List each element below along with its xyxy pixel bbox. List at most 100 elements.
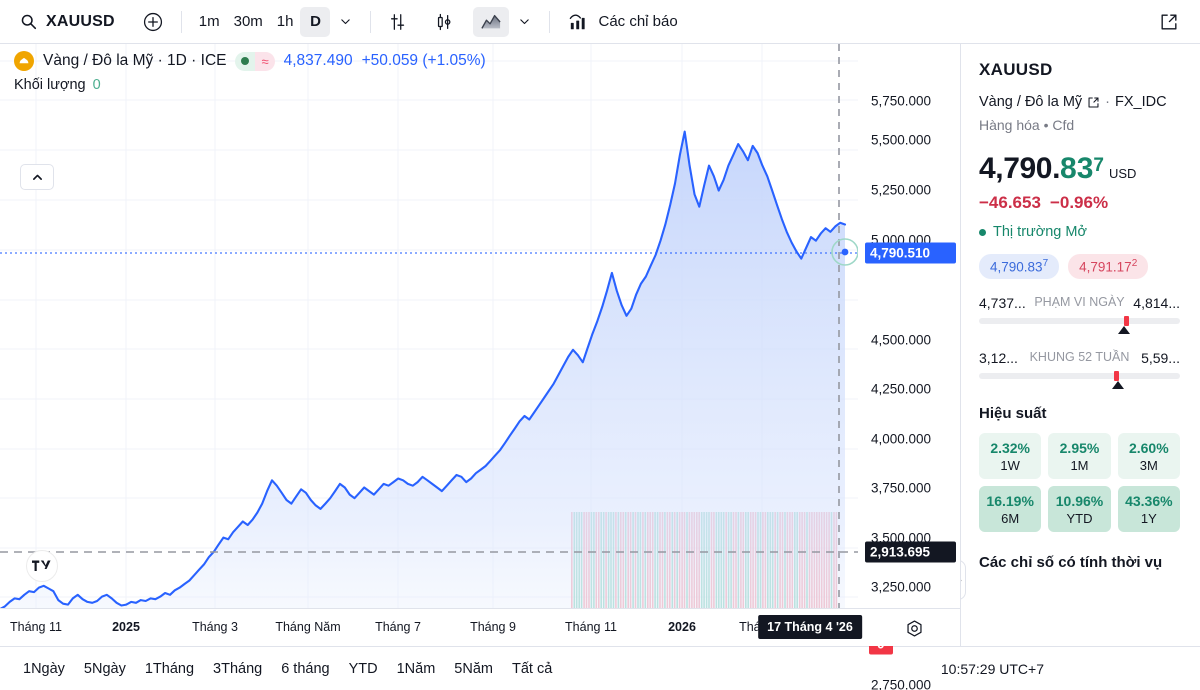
legend-title[interactable]: Vàng / Đô la Mỹ · 1D · ICE (43, 52, 227, 69)
chart-style-dropdown-button[interactable] (509, 7, 539, 37)
time-axis-tick: Tháng Năm (275, 620, 341, 634)
performance-value: 10.96% (1055, 492, 1104, 509)
ask-pill[interactable]: 4,791.172 (1068, 254, 1149, 279)
sidebar-market-status: Thị trường Mở (979, 224, 1180, 240)
compare-button[interactable] (381, 7, 415, 37)
performance-label: 1Y (1140, 510, 1157, 526)
interval-label: 1m (198, 13, 220, 30)
external-link-icon[interactable] (1087, 96, 1100, 109)
sidebar-price: 4,790. 83 7 USD (979, 152, 1180, 186)
interval-label: D (310, 13, 321, 30)
clock-label: 10:57:29 UTC+7 (940, 660, 1044, 677)
indicators-button[interactable]: Các chỉ báo (560, 7, 685, 37)
price-axis[interactable]: 5,750.000 5,500.000 5,250.000 5,000.000 4,50… (862, 44, 960, 690)
interval-label: 30m (233, 13, 263, 30)
sidebar-ticker: XAUUSD (979, 60, 1053, 79)
toolbar-right-group (1152, 7, 1194, 37)
chart-canvas[interactable]: Vàng / Đô la Mỹ · 1D · ICE ≈ 4,837.490 +… (0, 44, 862, 608)
interval-dropdown-button[interactable] (330, 7, 360, 37)
price-axis-tick: 3,250.000 (871, 579, 932, 595)
performance-label: 1W (1000, 457, 1020, 473)
chevron-down-icon (518, 15, 531, 28)
fullscreen-button[interactable] (1152, 7, 1186, 37)
add-symbol-button[interactable] (135, 7, 171, 37)
time-axis[interactable]: Tháng 11 2025 Tháng 3 Tháng Năm Tháng 7 Tháng… (0, 608, 960, 646)
legend-price: 4,837.490 (283, 52, 353, 69)
compare-icon (388, 12, 408, 32)
price-area-fill (1, 131, 845, 608)
range-button-5năm[interactable]: 5Năm (454, 660, 493, 677)
sidebar-change: −46.653 −0.96% (979, 193, 1180, 213)
bid-pill[interactable]: 4,790.837 (979, 254, 1060, 279)
bid-ask-row: 4,790.837 4,791.172 (979, 254, 1180, 279)
chart-legend: Vàng / Đô la Mỹ · 1D · ICE ≈ 4,837.490 +… (14, 51, 486, 93)
time-axis-tick: Tháng 11 (10, 620, 62, 634)
performance-value: 2.32% (990, 439, 1031, 456)
performance-cell[interactable]: 43.36% 1Y (1117, 485, 1180, 532)
symbol-label: XAUUSD (46, 12, 115, 30)
volume-value: 0 (92, 77, 101, 93)
symbol-search-button[interactable]: XAUUSD (14, 9, 121, 35)
crosshair-target-icon[interactable] (905, 619, 924, 638)
range-button-1tháng[interactable]: 1Tháng (144, 660, 195, 677)
legend-volume-row[interactable]: Khối lượng 0 (14, 77, 486, 93)
interval-1m[interactable]: 1m (192, 7, 227, 37)
area-chart-style-button[interactable] (473, 6, 510, 37)
range-button-5ngày[interactable]: 5Ngày (83, 660, 126, 677)
price-decimal: 83 (1060, 152, 1094, 185)
performance-cell[interactable]: 2.60% 3M (1117, 432, 1180, 479)
toolbar-divider (180, 10, 182, 33)
open-external-icon (1159, 12, 1179, 32)
range-button-6-tháng[interactable]: 6 tháng (281, 660, 330, 677)
time-axis-tick: Tháng 9 (470, 620, 516, 634)
sidebar-description: Vàng / Đô la Mỹ (979, 94, 1083, 110)
interval-d[interactable]: D (300, 6, 331, 37)
price-axis-tick: 3,750.000 (871, 480, 932, 496)
price-currency: USD (1108, 166, 1137, 181)
day-range-header: 4,737... PHẠM VI NGÀY 4,814... (979, 295, 1180, 311)
search-icon (20, 13, 37, 30)
approx-icon: ≈ (255, 51, 275, 71)
current-price-marker (831, 238, 858, 266)
time-axis-tick: 2025 (112, 620, 140, 634)
day-range-bar (979, 315, 1180, 334)
sidebar-description-row: Vàng / Đô la Mỹ · FX_IDC (979, 94, 1180, 110)
current-price-tag: 4,790.510 (865, 242, 956, 264)
performance-grid: 2.32% 1W 2.95% 1M 2.60% 3M 16.19% 6M 10.96% YTD 43… (979, 432, 1180, 532)
performance-value: 2.60% (1128, 439, 1169, 456)
performance-cell[interactable]: 16.19% 6M (979, 485, 1042, 532)
ask-superscript: 2 (1131, 258, 1138, 269)
sidebar-exchange: FX_IDC (1115, 94, 1167, 110)
interval-1h[interactable]: 1h (270, 7, 301, 37)
range-button-ytd[interactable]: YTD (348, 660, 378, 677)
week52-range-high: 5,59... (1141, 349, 1180, 366)
chevron-up-icon (31, 171, 44, 184)
candlestick-icon (434, 12, 454, 32)
price-superscript: 7 (1093, 155, 1104, 176)
range-button-tất-cả[interactable]: Tất cả (511, 660, 553, 677)
seasonals-title: Các chỉ số có tính thời vụ (979, 553, 1163, 571)
performance-label: YTD (1066, 510, 1093, 526)
interval-30m[interactable]: 30m (227, 7, 270, 37)
legend-collapse-button[interactable] (20, 164, 54, 190)
performance-cell[interactable]: 2.95% 1M (1048, 432, 1111, 479)
range-button-3tháng[interactable]: 3Tháng (213, 660, 263, 677)
change-absolute: −46.653 (979, 193, 1041, 212)
performance-cell[interactable]: 10.96% YTD (1048, 485, 1111, 532)
market-status-dot (979, 228, 986, 236)
day-range-widget: 4,737... PHẠM VI NGÀY 4,814... (979, 295, 1180, 334)
performance-cell[interactable]: 2.32% 1W (979, 432, 1042, 479)
range-button-1năm[interactable]: 1Năm (396, 660, 436, 677)
price-line (0, 130, 847, 608)
price-axis-tick: 5,750.000 (871, 93, 932, 109)
sidebar-collapse-toggle[interactable] (961, 560, 966, 600)
tradingview-logo[interactable] (26, 550, 58, 582)
candlestick-style-button[interactable] (427, 7, 461, 37)
price-axis-tick: 4,500.000 (871, 332, 932, 348)
range-button-1ngày[interactable]: 1Ngày (23, 660, 65, 677)
indicators-icon (568, 12, 590, 32)
performance-value: 2.95% (1059, 439, 1100, 456)
sidebar-separator: · (1105, 94, 1111, 110)
bottom-footer: 1Ngày 5Ngày 1Tháng 3Tháng 6 tháng YTD 1Năm 5Năm… (0, 646, 1200, 690)
